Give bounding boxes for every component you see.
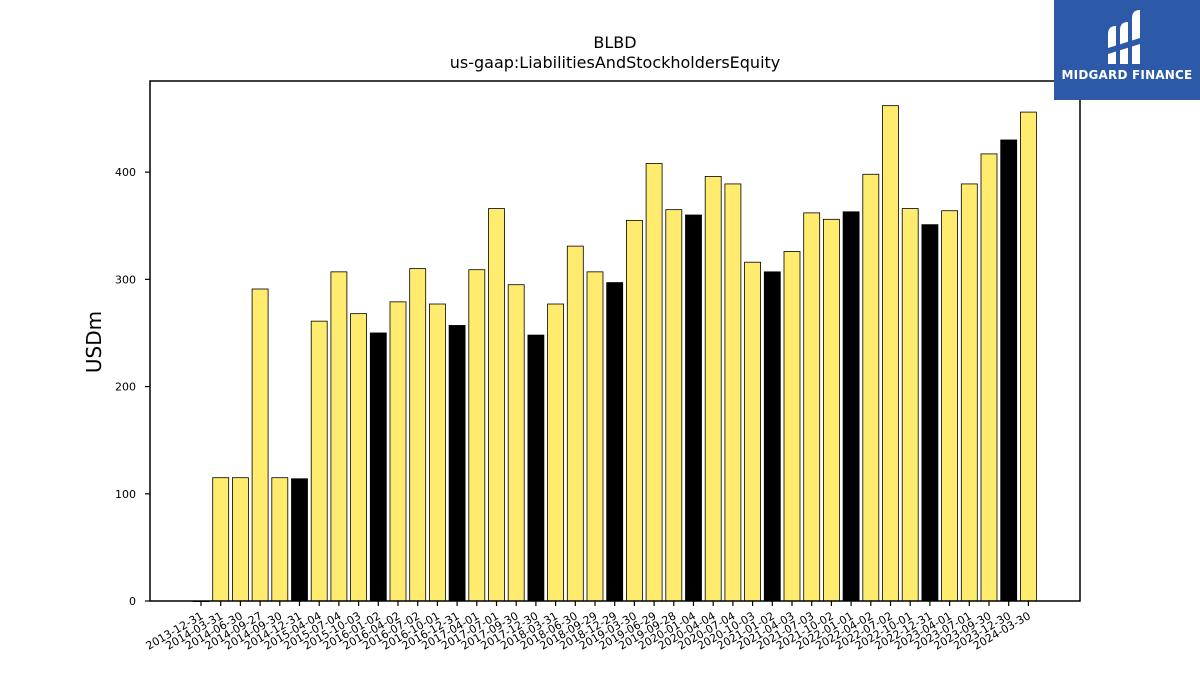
bar-2017-09-30 [507, 284, 525, 602]
bar-2023-07-01 [960, 183, 978, 602]
bar-2018-06-30 [566, 245, 584, 602]
bar-2021-04-03 [783, 251, 801, 602]
bar-2022-01-01 [842, 211, 860, 602]
bar-2020-04-04 [704, 176, 722, 602]
bar-2015-07-04 [330, 271, 348, 602]
bar-2019-03-30 [626, 219, 643, 602]
y-tick-label: 100 [115, 488, 136, 501]
bar-2016-10-01 [428, 303, 446, 602]
y-tick-label: 300 [115, 273, 136, 286]
midgard-finance-logo: MIDGARD FINANCE [1054, 0, 1200, 100]
bar-2017-07-01 [488, 208, 505, 602]
bar-2014-09-30 [271, 477, 289, 602]
bar-2017-04-01 [468, 269, 486, 602]
chart-subtitle: us-gaap:LiabilitiesAndStockholdersEquity [450, 53, 781, 72]
bar-2024-03-30 [1020, 111, 1037, 602]
bar-2020-01-04 [685, 214, 702, 602]
bar-2018-12-29 [606, 282, 624, 602]
bar-2016-04-02 [389, 301, 407, 602]
bar-2021-01-02 [763, 271, 781, 602]
bar-2022-12-31 [921, 224, 939, 602]
x-ticks-group: 2013-12-312014-03-312014-06-302014-09-27… [144, 601, 1033, 653]
y-ticks-group: 0 100 200 300 400 [115, 166, 150, 608]
bar-2014-12-31 [291, 478, 308, 602]
bar-2023-09-30 [980, 153, 998, 602]
y-tick-label: 0 [129, 595, 136, 608]
bar-2014-09-27 [251, 288, 269, 602]
bar-2020-07-04 [724, 183, 742, 602]
bar-2015-10-03 [350, 313, 368, 602]
bar-2018-09-29 [586, 271, 604, 602]
bar-2017-12-30 [527, 334, 545, 602]
bar-2021-07-03 [803, 212, 821, 602]
plot-frame [149, 80, 1081, 602]
y-axis-label: USDm [82, 311, 106, 373]
bar-2020-10-03 [744, 261, 761, 602]
bar-2016-12-31 [448, 325, 466, 602]
logo-mark-icon [1108, 10, 1140, 64]
bar-2015-04-04 [310, 320, 328, 602]
bar-2018-03-31 [547, 303, 564, 602]
bar-2014-03-31 [212, 477, 230, 602]
logo-text: MIDGARD FINANCE [1061, 68, 1193, 82]
bar-2023-04-01 [941, 210, 958, 602]
bar-2016-07-02 [409, 268, 427, 602]
bar-2022-07-02 [882, 105, 899, 602]
bar-2022-10-01 [901, 208, 919, 602]
bar-2021-10-02 [823, 218, 840, 602]
chart-title: BLBD [593, 33, 636, 52]
y-tick-label: 400 [115, 166, 136, 179]
bar-2014-06-30 [231, 477, 249, 602]
bar-2023-12-30 [1000, 139, 1018, 602]
y-tick-label: 200 [115, 381, 136, 394]
bar-2019-09-28 [665, 209, 683, 602]
bar-2016-01-02 [369, 332, 387, 602]
bar-2022-04-02 [862, 173, 880, 602]
bars-group [192, 105, 1037, 603]
bar-2019-06-29 [645, 163, 663, 602]
